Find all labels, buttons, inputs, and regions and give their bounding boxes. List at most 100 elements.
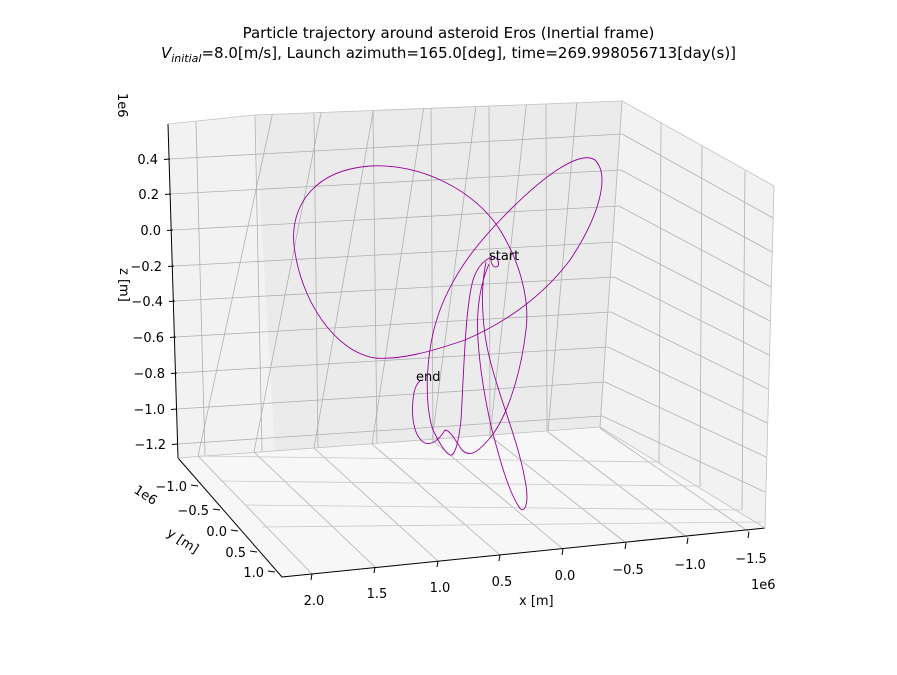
grid-y-floor xyxy=(244,504,743,511)
grid-x-back xyxy=(431,106,477,441)
y-tick-mark xyxy=(212,508,221,511)
y-tick-mark xyxy=(230,529,239,532)
annotation-end: end xyxy=(416,370,441,385)
y-tick-label: −0.5 xyxy=(177,504,209,519)
grid-x-back xyxy=(547,102,578,433)
pane-right xyxy=(600,101,774,528)
grid-z-right xyxy=(621,133,774,219)
y-tick-mark xyxy=(190,484,199,487)
z-tick-label: −1.2 xyxy=(134,438,166,453)
y-axis-label: y [m] xyxy=(164,526,201,557)
grid-z-right xyxy=(607,346,768,424)
x-tick-label: −0.5 xyxy=(612,563,644,578)
subtitle-subscript: initial xyxy=(171,52,202,65)
grid-z-right xyxy=(601,415,766,493)
y-tick-label: 0.5 xyxy=(225,546,246,561)
z-tick-mark xyxy=(168,300,176,302)
grid-y-floor xyxy=(261,521,763,528)
grid-right-vertical xyxy=(658,122,662,463)
x-tick-mark xyxy=(624,542,627,550)
pane-edge xyxy=(254,100,623,116)
pane-edge xyxy=(599,100,623,428)
tick-marks xyxy=(163,158,750,581)
y-axis-line xyxy=(177,457,283,578)
z-tick-mark xyxy=(166,229,174,231)
grid-x-floor xyxy=(431,439,564,550)
pane-edge xyxy=(621,100,775,187)
x-tick-label: 0.5 xyxy=(492,575,513,590)
grid-z-back xyxy=(176,346,609,374)
grid-x-floor xyxy=(197,455,313,575)
z-axis-line xyxy=(167,123,179,459)
y-tick-mark xyxy=(267,570,276,573)
grid-right-vertical xyxy=(741,170,746,511)
x-tick-label: 1.0 xyxy=(430,581,451,596)
x-axis-label: x [m] xyxy=(519,594,554,609)
x-tick-label: 1.5 xyxy=(367,587,388,602)
grid-z-right xyxy=(610,311,769,390)
grid-z-back xyxy=(175,311,612,338)
grid-x-floor xyxy=(599,427,750,533)
z-tick-label: −0.6 xyxy=(132,331,164,346)
z-tick-mark xyxy=(167,265,175,267)
grid-x-floor xyxy=(253,451,376,568)
pane-floor xyxy=(178,427,765,577)
x-tick-mark xyxy=(373,566,376,574)
grid-back-vertical xyxy=(430,107,434,440)
subtitle-v: V xyxy=(160,44,172,62)
z-tick-label: −0.8 xyxy=(133,367,165,382)
pane-edge xyxy=(599,426,766,529)
z-tick-mark xyxy=(170,372,178,374)
grid-y-floor xyxy=(219,480,703,487)
grid-x-floor xyxy=(371,443,501,556)
grid-lines xyxy=(169,100,774,575)
grid-back-vertical xyxy=(254,115,263,452)
grid-z-back xyxy=(173,241,618,267)
x-tick-mark xyxy=(310,573,313,581)
x-tick-label: 2.0 xyxy=(304,594,325,609)
y-tick-label: 1.0 xyxy=(243,566,264,581)
grid-right-vertical xyxy=(699,145,703,487)
grid-x-floor xyxy=(313,447,439,562)
x-tick-mark xyxy=(686,537,689,545)
grid-z-back xyxy=(169,133,623,160)
grid-x-back xyxy=(371,108,425,445)
x-offset-text: 1e6 xyxy=(751,578,776,593)
z-tick-mark xyxy=(163,158,171,160)
pane-edge xyxy=(167,114,256,125)
x-tick-mark xyxy=(498,554,501,562)
grid-x-back xyxy=(197,114,273,457)
x-tick-mark xyxy=(561,548,564,556)
grid-z-back xyxy=(174,276,615,302)
x-tick-mark xyxy=(747,531,750,539)
grid-x-back xyxy=(253,112,322,453)
z-tick-label: −0.4 xyxy=(131,295,163,310)
y-tick-label: −1.0 xyxy=(155,480,187,495)
grid-z-back xyxy=(172,205,620,231)
pane-edge xyxy=(177,426,601,459)
x-tick-mark xyxy=(436,560,439,568)
x-tick-label: −1.0 xyxy=(674,558,706,573)
x-tick-label: 0.0 xyxy=(555,569,576,584)
annotation-start: start xyxy=(489,249,519,264)
grid-z-right xyxy=(618,205,772,288)
grid-z-right xyxy=(616,241,771,322)
z-tick-label: −1.0 xyxy=(133,403,165,418)
z-tick-label: 0.2 xyxy=(138,188,159,203)
y-tick-label: 0.0 xyxy=(206,525,227,540)
pane-edge xyxy=(764,185,775,529)
grid-y-floor xyxy=(197,455,662,463)
subtitle-rest: =8.0[m/s], Launch azimuth=165.0[deg], ti… xyxy=(201,44,737,62)
grid-z-back xyxy=(176,381,606,410)
grid-x-floor xyxy=(489,435,627,544)
grid-z-right xyxy=(604,381,767,458)
z-tick-mark xyxy=(171,443,179,445)
z-tick-mark xyxy=(169,336,177,338)
z-axis-label: z [m] xyxy=(116,268,131,302)
x-axis-line xyxy=(281,527,766,578)
grid-z-right xyxy=(620,169,773,253)
chart-subtitle: Vinitial=8.0[m/s], Launch azimuth=165.0[… xyxy=(0,44,897,65)
grid-back-vertical xyxy=(372,110,378,444)
x-tick-label: −1.5 xyxy=(735,552,767,567)
